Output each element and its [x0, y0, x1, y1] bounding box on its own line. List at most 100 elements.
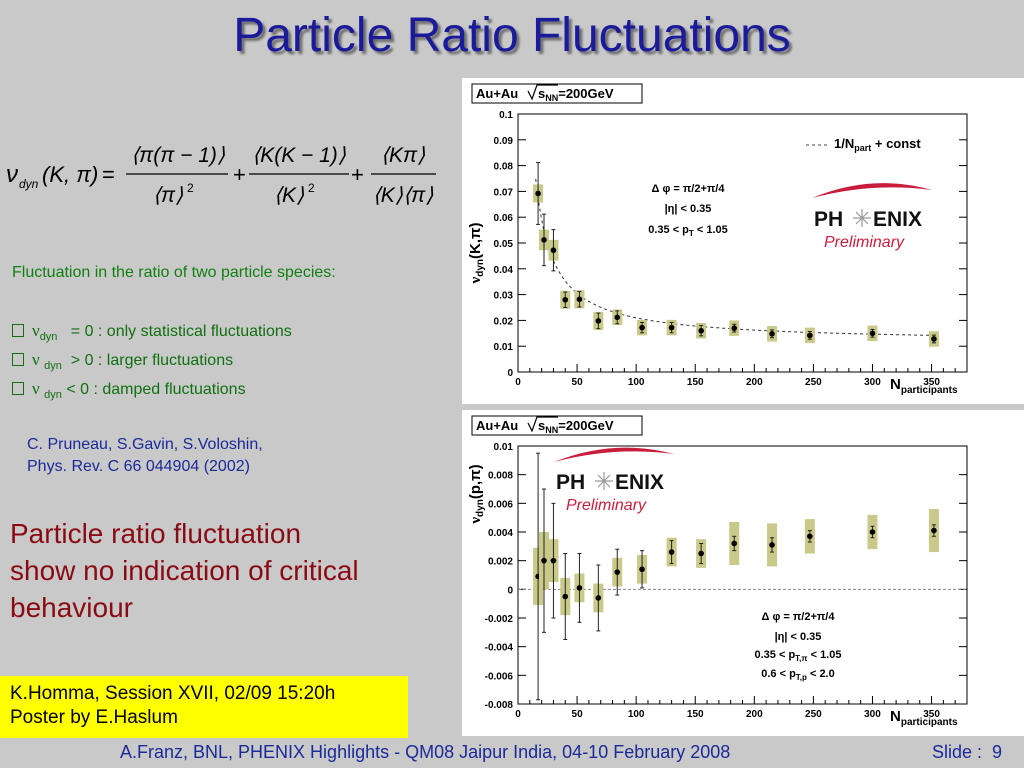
data-point — [769, 542, 775, 548]
data-point — [576, 296, 583, 303]
x-axis-label: Nparticipants — [890, 376, 958, 396]
data-point — [614, 314, 621, 321]
logo-swoosh — [554, 447, 674, 462]
y-tick-label: 0.01 — [494, 342, 514, 353]
data-point — [698, 550, 704, 557]
bullet-damped: ν dyn < 0 : damped fluctuations — [12, 379, 246, 401]
y-tick-label: 0.03 — [494, 291, 514, 302]
chart-kpi: Au+Au sNN=200GeV νdyn(K,π) Nparticipants… — [467, 83, 968, 396]
data-point — [550, 557, 557, 564]
data-point — [807, 533, 813, 540]
chart-ppi: Au+Au sNN=200GeV νdyn(p,π) Nparticipants… — [467, 415, 968, 728]
page-title: Particle Ratio Fluctuations — [233, 9, 791, 62]
formula-t3-den: ⟨K⟩⟨π⟩ — [373, 184, 434, 207]
bullet-box-icon — [12, 353, 24, 366]
footer-text: A.Franz, BNL, PHENIX Highlights - QM08 J… — [120, 742, 731, 762]
formula-eq: = — [102, 162, 115, 187]
y-tick-label: -0.008 — [485, 700, 514, 711]
x-tick-label: 200 — [746, 709, 763, 720]
y-tick-label: 0 — [507, 585, 513, 596]
x-tick-label: 150 — [687, 377, 704, 388]
data-point — [668, 549, 675, 555]
phenix-logo: PH ENIX Preliminary — [812, 183, 932, 251]
x-tick-label: 100 — [628, 709, 645, 720]
y-tick-label: 0.006 — [488, 499, 513, 510]
formula-plus-2: + — [351, 162, 364, 187]
formula-t2-num: ⟨K(K − 1)⟩ — [252, 144, 346, 167]
bullet-statistical: νdyn = 0 : only statistical fluctuations — [12, 321, 292, 343]
y-tick-label: 0.05 — [494, 239, 514, 250]
data-point — [614, 569, 621, 575]
data-point — [541, 237, 547, 243]
data-point — [698, 327, 704, 334]
data-point — [807, 332, 813, 339]
cut-pt: 0.35 < pT < 1.05 — [648, 224, 728, 238]
data-point — [731, 540, 738, 547]
svg-text:Preliminary: Preliminary — [824, 234, 905, 251]
data-point — [639, 566, 645, 573]
cut-dphi: Δ φ = π/2+π/4 — [762, 611, 836, 623]
y-tick-label: 0.002 — [488, 557, 513, 568]
plot-frame — [517, 445, 968, 705]
x-tick-label: 200 — [746, 377, 763, 388]
data-point — [869, 330, 876, 337]
y-tick-label: 0.09 — [494, 136, 514, 147]
sqrt-icon — [527, 84, 558, 101]
x-tick-label: 50 — [572, 709, 584, 720]
formula-lhs-nu: ν — [6, 161, 18, 188]
x-tick-label: 300 — [864, 709, 881, 720]
data-point — [931, 336, 937, 342]
svg-text:PH: PH — [814, 208, 843, 231]
data-point — [562, 296, 569, 303]
x-tick-label: 0 — [515, 709, 521, 720]
logo-swoosh — [812, 183, 932, 198]
chart-kpi-panel: Au+Au sNN=200GeV νdyn(K,π) Nparticipants… — [462, 78, 1024, 404]
formula-lhs-sub: dyn — [19, 177, 39, 191]
data-point — [769, 331, 775, 337]
cut-eta: |η| < 0.35 — [775, 631, 822, 643]
energy-label: sNN=200GeV — [538, 418, 614, 435]
data-point — [668, 324, 675, 331]
session-box: K.Homma, Session XVII, 02/09 15:20h Post… — [0, 676, 408, 738]
chart-ppi-panel: Au+Au sNN=200GeV νdyn(p,π) Nparticipants… — [462, 410, 1024, 736]
formula-lhs-args: (K, π) — [42, 162, 98, 187]
slide-number: Slide : 9 — [932, 742, 1003, 762]
y-tick-label: -0.004 — [485, 643, 514, 654]
y-tick-label: 0.07 — [494, 187, 514, 198]
y-tick-label: -0.002 — [485, 614, 514, 625]
y-tick-label: 0.08 — [494, 162, 514, 173]
y-tick-label: -0.006 — [485, 671, 514, 682]
y-tick-label: 0.02 — [494, 316, 514, 327]
formula-t1-den: ⟨π⟩ — [153, 184, 183, 207]
cut-dphi: Δ φ = π/2+π/4 — [652, 183, 726, 195]
data-point — [562, 593, 569, 600]
fluctuation-heading: Fluctuation in the ratio of two particle… — [12, 264, 336, 281]
x-tick-label: 250 — [805, 377, 822, 388]
x-tick-label: 50 — [572, 377, 584, 388]
data-point — [535, 190, 541, 197]
bullet-box-icon — [12, 382, 24, 395]
formula-t1-num: ⟨π(π − 1)⟩ — [131, 144, 225, 167]
x-tick-label: 150 — [687, 709, 704, 720]
x-tick-label: 250 — [805, 709, 822, 720]
y-tick-label: 0.01 — [494, 442, 514, 453]
y-tick-label: 0.06 — [494, 213, 514, 224]
cut-eta: |η| < 0.35 — [665, 203, 712, 215]
formula-t2-pow: 2 — [308, 181, 315, 195]
star-icon — [853, 209, 871, 227]
reference-citation: C. Pruneau, S.Gavin, S.Voloshin, Phys. R… — [27, 436, 263, 475]
y-tick-label: 0.04 — [494, 265, 514, 276]
y-tick-label: 0.1 — [499, 110, 513, 121]
x-tick-label: 350 — [923, 709, 940, 720]
formula-t2-den: ⟨K⟩ — [274, 184, 304, 207]
bullet-box-icon — [12, 324, 24, 337]
y-tick-label: 0.004 — [488, 528, 513, 539]
data-point — [541, 557, 547, 564]
system-label: Au+Au — [476, 418, 518, 433]
data-point — [550, 247, 557, 254]
svg-text:ENIX: ENIX — [615, 471, 664, 494]
data-point — [731, 325, 738, 331]
data-point — [869, 529, 876, 535]
data-point — [576, 585, 583, 591]
x-tick-label: 350 — [923, 377, 940, 388]
